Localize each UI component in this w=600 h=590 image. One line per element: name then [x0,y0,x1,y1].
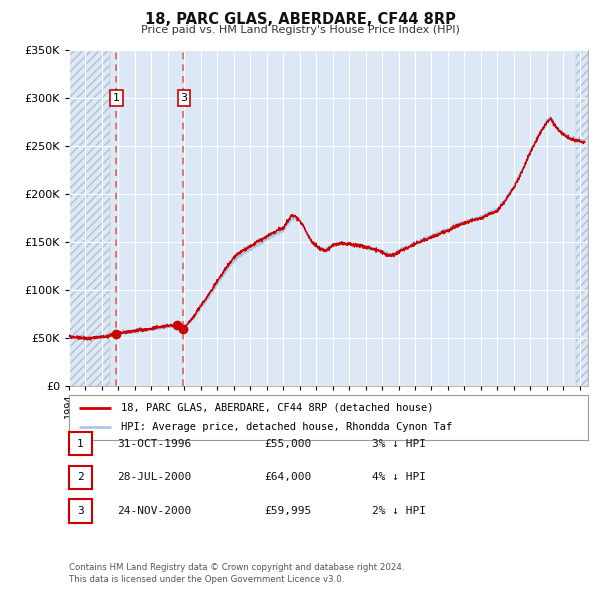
Bar [577,50,588,386]
Text: 1: 1 [77,439,84,448]
Text: Price paid vs. HM Land Registry's House Price Index (HPI): Price paid vs. HM Land Registry's House … [140,25,460,35]
Text: HPI: Average price, detached house, Rhondda Cynon Taf: HPI: Average price, detached house, Rhon… [121,422,452,432]
Text: 18, PARC GLAS, ABERDARE, CF44 8RP: 18, PARC GLAS, ABERDARE, CF44 8RP [145,12,455,27]
Text: 24-NOV-2000: 24-NOV-2000 [117,506,191,516]
Text: 28-JUL-2000: 28-JUL-2000 [117,473,191,482]
Text: £64,000: £64,000 [264,473,311,482]
Text: 3% ↓ HPI: 3% ↓ HPI [372,439,426,448]
Text: This data is licensed under the Open Government Licence v3.0.: This data is licensed under the Open Gov… [69,575,344,584]
Text: 3: 3 [181,93,187,103]
Text: Contains HM Land Registry data © Crown copyright and database right 2024.: Contains HM Land Registry data © Crown c… [69,563,404,572]
Text: £55,000: £55,000 [264,439,311,448]
Text: 4% ↓ HPI: 4% ↓ HPI [372,473,426,482]
Text: 3: 3 [77,506,84,516]
Bar [69,50,110,386]
Text: £59,995: £59,995 [264,506,311,516]
Text: 31-OCT-1996: 31-OCT-1996 [117,439,191,448]
Text: 1: 1 [113,93,120,103]
Text: 2: 2 [77,473,84,482]
Text: 18, PARC GLAS, ABERDARE, CF44 8RP (detached house): 18, PARC GLAS, ABERDARE, CF44 8RP (detac… [121,403,433,412]
Text: 2% ↓ HPI: 2% ↓ HPI [372,506,426,516]
